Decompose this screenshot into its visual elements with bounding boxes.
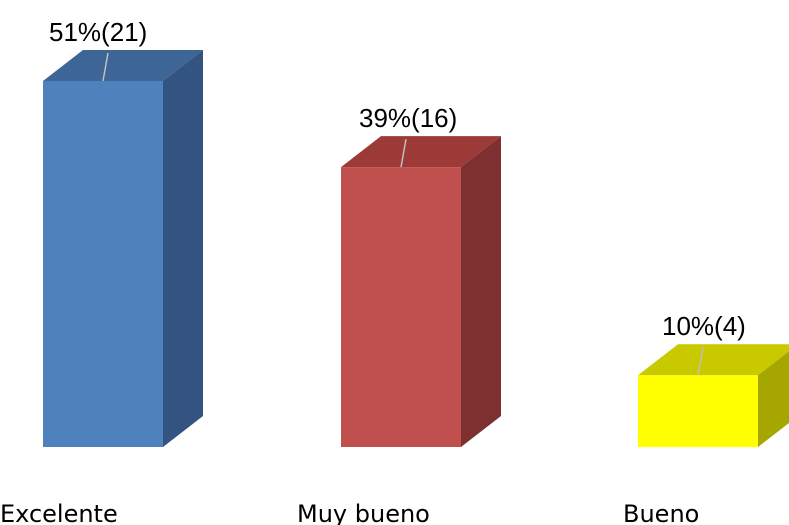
bar-side-bueno [758,351,789,447]
data-label-leader-excelente [102,52,109,82]
bar-group-excelente: 51%(21) Excelente [0,17,203,525]
data-label-excelente: 51%(21) [49,17,147,47]
data-label-leader-bueno [697,347,704,376]
category-label-muy-bueno: Muy bueno [297,500,430,525]
bar-side-excelente [163,50,203,447]
bar-group-bueno: 10%(4) Bueno [623,311,789,525]
data-label-muy-bueno: 39%(16) [359,103,457,133]
data-label-leader-muy-bueno [400,138,407,168]
data-label-bueno: 10%(4) [662,311,746,341]
bar-top-bueno [638,344,789,376]
bar-top-muy-bueno [341,136,501,168]
bar-muy-bueno [341,167,461,447]
bar-bueno [638,375,758,447]
bar-excelente [43,81,163,447]
bar-side-muy-bueno [461,136,501,447]
category-label-bueno: Bueno [623,500,699,525]
category-label-excelente: Excelente [0,500,118,525]
bar-top-excelente [43,50,203,81]
bar-group-muy-bueno: 39%(16) Muy bueno [297,103,501,525]
